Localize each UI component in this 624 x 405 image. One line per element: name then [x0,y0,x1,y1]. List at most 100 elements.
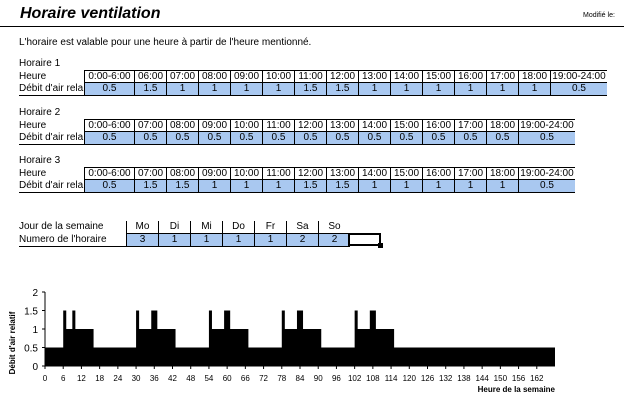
flow-value-cell[interactable]: 1 [486,83,518,95]
flow-value-cell[interactable]: 1 [454,180,486,192]
x-tick-label: 0 [43,374,48,383]
flow-value-cell[interactable]: 1 [358,180,390,192]
flow-value-cell[interactable]: 0.5 [84,132,134,144]
flow-value-cell[interactable]: 0.5 [518,132,575,144]
flow-value-cell[interactable]: 1 [390,180,422,192]
flow-value-cell[interactable]: 0.5 [550,83,607,95]
week-border-bottom [19,246,350,247]
flow-value-cell[interactable]: 0.5 [198,132,230,144]
hour-cell: 11:00 [262,168,294,180]
fill-handle[interactable] [378,243,383,248]
x-tick-label: 18 [95,374,104,383]
flow-value-cell[interactable]: 1 [422,83,454,95]
flow-value-cell[interactable]: 0.5 [454,132,486,144]
x-tick-label: 72 [259,374,268,383]
flow-value-cell[interactable]: 1 [262,83,294,95]
flow-value-cell[interactable]: 1.5 [294,83,326,95]
hour-cell: 14:00 [358,168,390,180]
hour-cell: 07:00 [134,120,166,132]
flow-value-cell[interactable]: 0.5 [84,180,134,192]
y-tick-label: 0 [32,362,38,373]
schedule-number-cell[interactable]: 1 [158,234,190,246]
flow-value-cell[interactable]: 0.5 [230,132,262,144]
flow-value-cell[interactable]: 1 [486,180,518,192]
hour-cell: 07:00 [134,168,166,180]
hour-cell: 08:00 [166,120,198,132]
flow-value-cell[interactable]: 1.5 [326,83,358,95]
hour-cell: 15:00 [390,168,422,180]
hour-cell: 13:00 [326,120,358,132]
flow-value-cell[interactable]: 1 [422,180,454,192]
flow-value-cell[interactable]: 1.5 [294,180,326,192]
hour-cell: 11:00 [262,120,294,132]
hour-cell: 16:00 [422,120,454,132]
flow-value-cell[interactable]: 1 [230,83,262,95]
flow-value-cell[interactable]: 1 [166,83,198,95]
hour-cell: 13:00 [326,168,358,180]
flow-value-cell[interactable]: 0.5 [326,132,358,144]
y-tick-label: 2 [32,288,38,299]
schedule-number-cell[interactable]: 2 [286,234,318,246]
hour-cell: 18:00 [486,120,518,132]
flow-value-cell[interactable]: 0.5 [262,132,294,144]
flow-row-label: Débit d'air rela [19,83,84,94]
x-tick-label: 60 [223,374,232,383]
selected-cell[interactable] [348,233,381,246]
flow-value-cell[interactable]: 1 [518,83,550,95]
flow-value-cell[interactable]: 1.5 [134,83,166,95]
schedule-number-cell[interactable]: 1 [222,234,254,246]
y-tick-label: 1.5 [24,307,38,318]
flow-row-label: Débit d'air rela [19,132,84,143]
hour-cell: 12:00 [294,120,326,132]
table-border-top [84,167,575,168]
y-axis-label: Débit d'air relatif [8,311,17,374]
flow-value-cell[interactable]: 0.5 [486,132,518,144]
hour-cell: 15:00 [422,71,454,83]
hour-cell: 19:00-24:00 [518,120,575,132]
flow-value-cell[interactable]: 1 [198,83,230,95]
x-tick-label: 36 [150,374,159,383]
flow-value-cell[interactable]: 0.5 [518,180,575,192]
flow-value-cell[interactable]: 1 [390,83,422,95]
title-rule [0,26,624,27]
x-tick-label: 30 [132,374,141,383]
hour-cell: 12:00 [326,71,358,83]
flow-value-cell[interactable]: 1 [358,83,390,95]
x-tick-label: 156 [512,374,526,383]
table-border-bottom [19,95,607,96]
flow-value-cell[interactable]: 0.5 [166,132,198,144]
x-tick-label: 132 [439,374,453,383]
flow-value-cell[interactable]: 0.5 [84,83,134,95]
flow-value-cell[interactable]: 1 [262,180,294,192]
flow-value-cell[interactable]: 0.5 [390,132,422,144]
x-tick-label: 90 [314,374,323,383]
flow-value-cell[interactable]: 1.5 [166,180,198,192]
hour-cell: 08:00 [166,168,198,180]
flow-value-cell[interactable]: 0.5 [134,132,166,144]
x-tick-label: 126 [421,374,435,383]
hour-cell: 10:00 [230,168,262,180]
day-cell: Do [222,221,254,233]
schedule-number-cell[interactable]: 2 [318,234,350,246]
day-cell: Di [158,221,190,233]
flow-value-cell[interactable]: 1 [454,83,486,95]
flow-value-cell[interactable]: 1.5 [134,180,166,192]
flow-value-cell[interactable]: 0.5 [422,132,454,144]
flow-value-cell[interactable]: 1 [230,180,262,192]
hour-row-label: Heure [19,71,47,82]
hour-cell: 14:00 [390,71,422,83]
hour-cell: 18:00 [518,71,550,83]
hour-cell: 06:00 [134,71,166,83]
schedule-number-cell[interactable]: 3 [126,234,158,246]
hour-cell: 0:00-6:00 [84,120,134,132]
flow-value-cell[interactable]: 1.5 [326,180,358,192]
validity-note: L'horaire est valable pour une heure à p… [19,37,312,48]
flow-value-cell[interactable]: 0.5 [294,132,326,144]
schedule-number-cell[interactable]: 1 [254,234,286,246]
flow-value-cell[interactable]: 0.5 [358,132,390,144]
y-tick-label: 0.5 [24,344,38,355]
hour-cell: 12:00 [294,168,326,180]
schedule-number-cell[interactable]: 1 [190,234,222,246]
hour-cell: 13:00 [358,71,390,83]
flow-value-cell[interactable]: 1 [198,180,230,192]
